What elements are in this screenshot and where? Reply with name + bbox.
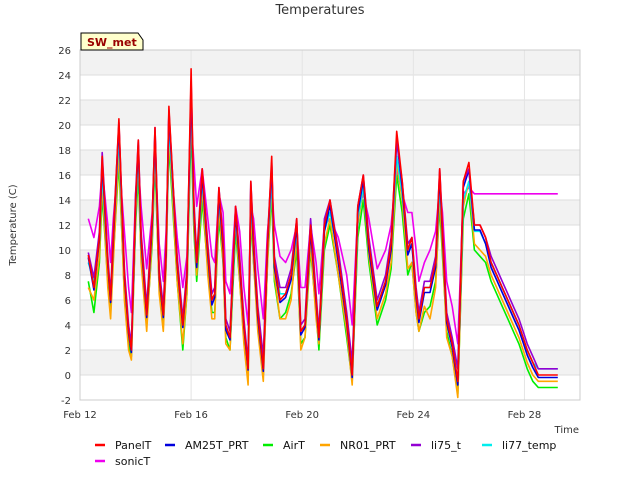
station-badge: SW_met [80, 32, 144, 51]
y-tick-label: 12 [58, 221, 71, 232]
y-tick-label: 0 [65, 371, 71, 382]
y-tick-label: 10 [58, 246, 71, 257]
plot-frame [79, 49, 581, 401]
y-tick-label: 16 [58, 171, 71, 182]
y-tick-label: 22 [58, 96, 71, 107]
series-line-PanelT [87, 68, 558, 383]
y-axis-label: Temperature (C) [8, 184, 19, 266]
y-tick-label: 26 [58, 46, 71, 57]
legend-label: AirT [283, 439, 305, 452]
series-layer [87, 68, 558, 399]
legend-item: NR01_PRT [320, 439, 396, 452]
y-tick-label: 24 [58, 71, 71, 82]
plot-band [80, 150, 580, 175]
x-tick-label: Feb 16 [174, 410, 208, 421]
plot-band [80, 250, 580, 275]
legend-label: li77_temp [502, 439, 556, 452]
x-tick-label: Feb 28 [508, 410, 542, 421]
legend-label: li75_t [431, 439, 462, 452]
legend-item: PanelT [95, 439, 152, 452]
y-tick-label: 4 [65, 321, 71, 332]
legend-item: sonicT [95, 455, 151, 468]
legend: PanelT AM25T_PRT AirT NR01_PRT li75_t li77_te… [95, 439, 556, 468]
y-tick-label: 20 [58, 121, 71, 132]
legend-item: AirT [263, 439, 305, 452]
x-axis-label: Time [554, 425, 579, 436]
y-tick-label: -2 [61, 396, 71, 407]
legend-item: li75_t [411, 439, 462, 452]
plot-band [80, 50, 580, 75]
legend-label: PanelT [115, 439, 152, 452]
legend-item: li77_temp [482, 439, 556, 452]
legend-label: AM25T_PRT [185, 439, 249, 452]
station-badge-label: SW_met [87, 36, 137, 49]
plot-band [80, 100, 580, 125]
chart-title: Temperatures [274, 3, 364, 18]
x-tick-label: Feb 24 [397, 410, 431, 421]
legend-label: NR01_PRT [340, 439, 396, 452]
plot-band [80, 350, 580, 375]
y-tick-label: 18 [58, 146, 71, 157]
x-tick-label: Feb 20 [285, 410, 319, 421]
legend-label: sonicT [115, 455, 151, 468]
y-tick-label: 14 [58, 196, 71, 207]
legend-item: AM25T_PRT [165, 439, 249, 452]
y-tick-label: 2 [65, 346, 71, 357]
y-tick-label: 8 [65, 271, 71, 282]
y-tick-label: 6 [65, 296, 71, 307]
x-tick-label: Feb 12 [63, 410, 97, 421]
